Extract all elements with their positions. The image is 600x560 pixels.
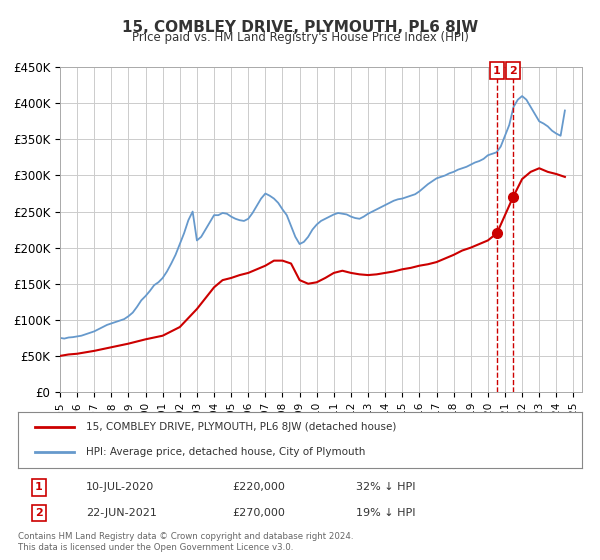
- Text: 22-JUN-2021: 22-JUN-2021: [86, 508, 157, 518]
- Text: 1: 1: [35, 482, 43, 492]
- Text: HPI: Average price, detached house, City of Plymouth: HPI: Average price, detached house, City…: [86, 447, 365, 457]
- Text: Price paid vs. HM Land Registry's House Price Index (HPI): Price paid vs. HM Land Registry's House …: [131, 31, 469, 44]
- Text: £220,000: £220,000: [232, 482, 285, 492]
- Text: 2: 2: [35, 508, 43, 518]
- Text: 15, COMBLEY DRIVE, PLYMOUTH, PL6 8JW: 15, COMBLEY DRIVE, PLYMOUTH, PL6 8JW: [122, 20, 478, 35]
- Text: 15, COMBLEY DRIVE, PLYMOUTH, PL6 8JW (detached house): 15, COMBLEY DRIVE, PLYMOUTH, PL6 8JW (de…: [86, 422, 396, 432]
- Text: 32% ↓ HPI: 32% ↓ HPI: [356, 482, 416, 492]
- Text: 2: 2: [509, 66, 517, 76]
- Text: 1: 1: [493, 66, 501, 76]
- Text: Contains HM Land Registry data © Crown copyright and database right 2024.
This d: Contains HM Land Registry data © Crown c…: [18, 532, 353, 552]
- Text: £270,000: £270,000: [232, 508, 285, 518]
- Text: 10-JUL-2020: 10-JUL-2020: [86, 482, 154, 492]
- Text: 19% ↓ HPI: 19% ↓ HPI: [356, 508, 416, 518]
